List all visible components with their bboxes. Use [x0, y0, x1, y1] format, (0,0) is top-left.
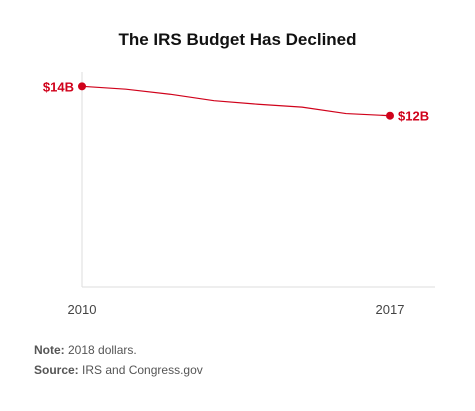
note-text: 2018 dollars. [64, 343, 137, 357]
data-point-2017 [386, 111, 394, 120]
data-label-2010: $14B [43, 79, 74, 94]
series-line [81, 85, 391, 117]
source-text: IRS and Congress.gov [78, 363, 203, 377]
data-points [78, 82, 394, 120]
chart-title: The IRS Budget Has Declined [118, 30, 357, 49]
irs-budget-line-chart: $14B $12B 2010 2017 [43, 72, 435, 317]
series-lines [81, 85, 391, 117]
note-label: Note: [34, 343, 65, 357]
x-tick-labels: 2010 2017 [68, 302, 405, 317]
source-label: Source: [34, 363, 79, 377]
x-tick-label-2010: 2010 [68, 302, 97, 317]
note-line: Note: 2018 dollars. [34, 343, 137, 357]
x-tick-label-2017: 2017 [376, 302, 405, 317]
data-point-2010 [78, 82, 86, 91]
axes [81, 72, 435, 288]
data-labels: $14B $12B [43, 79, 429, 123]
data-label-2017: $12B [398, 109, 429, 124]
source-line: Source: IRS and Congress.gov [34, 363, 203, 377]
